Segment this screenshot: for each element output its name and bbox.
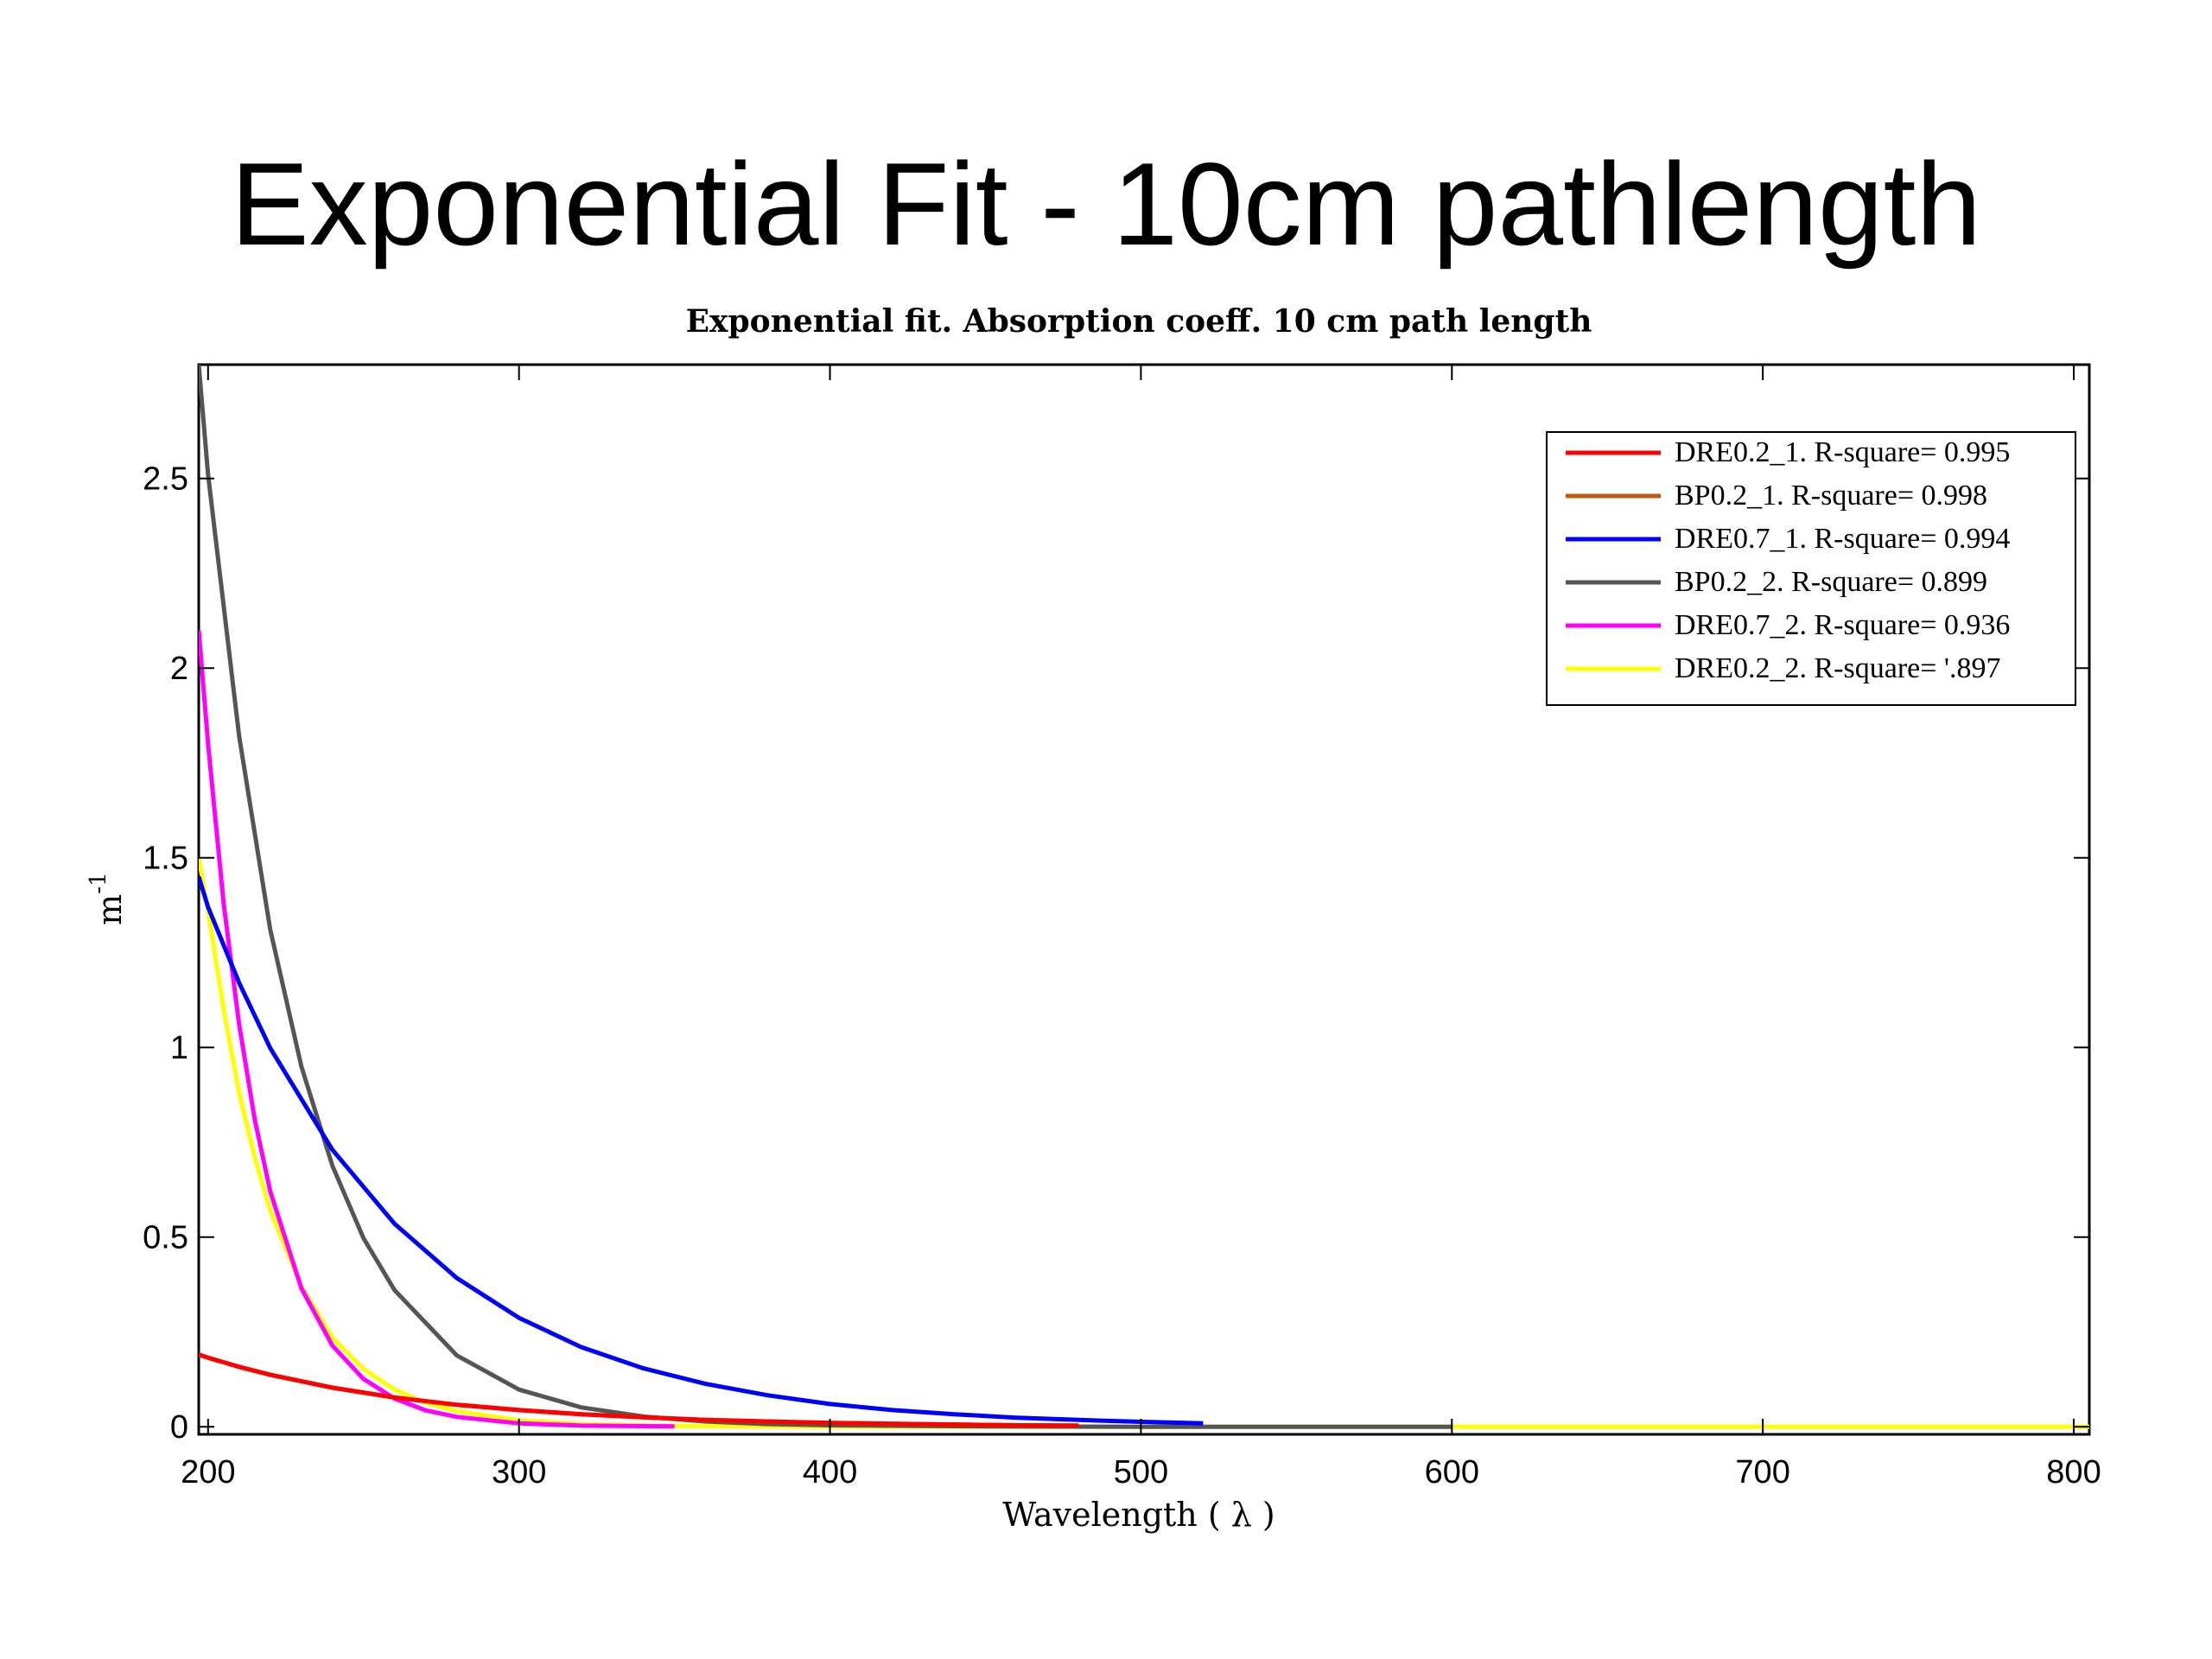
legend-entry: DRE0.2_2. R-square= '.897 [1675, 652, 2001, 684]
legend-entry: DRE0.7_1. R-square= 0.994 [1675, 523, 2010, 555]
y-axis-label: m-1 [86, 872, 129, 925]
x-tick-label: 200 [181, 1454, 235, 1491]
tick-layer: 200 300 400 500 600 700 800 0 0.5 1 1.5 2 2.5 [143, 365, 2101, 1491]
y-tick-label: 0 [170, 1409, 188, 1446]
x-tick-label: 400 [803, 1454, 857, 1491]
y-tick-label: 0.5 [143, 1220, 188, 1256]
series-line-0 [199, 1352, 1079, 1428]
x-tick-label: 500 [1114, 1454, 1168, 1491]
y-tick-label: 1.5 [143, 841, 188, 877]
legend: DRE0.2_1. R-square= 0.995 BP0.2_1. R-squa… [1546, 431, 2076, 706]
slide-title: Exponential Fit - 10cm pathlength [230, 138, 1982, 270]
y-axis-label-base: m [91, 894, 129, 925]
legend-box [1546, 431, 2076, 706]
legend-entry: BP0.2_1. R-square= 0.998 [1675, 480, 1987, 512]
y-tick-label: 1 [170, 1030, 188, 1066]
series-line-2 [199, 875, 1204, 1426]
x-tick-label: 700 [1735, 1454, 1789, 1491]
x-axis-label: Wavelength ( λ ) [1002, 1496, 1275, 1534]
y-tick-label: 2 [170, 651, 188, 687]
svg-text:m-1: m-1 [86, 872, 129, 925]
series-layer [199, 365, 2089, 1429]
x-tick-label: 600 [1425, 1454, 1479, 1491]
y-tick-label: 2.5 [143, 461, 188, 498]
series-line-4 [199, 630, 675, 1429]
x-tick-label: 300 [492, 1454, 546, 1491]
legend-entry: DRE0.2_1. R-square= 0.995 [1675, 436, 2010, 468]
x-tick-label: 800 [2046, 1454, 2101, 1491]
legend-entry: DRE0.7_2. R-square= 0.936 [1675, 609, 2010, 641]
legend-entry: BP0.2_2. R-square= 0.899 [1675, 566, 1987, 598]
chart-title: Exponential fit. Absorption coeff. 10 cm… [686, 303, 1592, 340]
y-axis-label-exponent: -1 [86, 872, 111, 893]
